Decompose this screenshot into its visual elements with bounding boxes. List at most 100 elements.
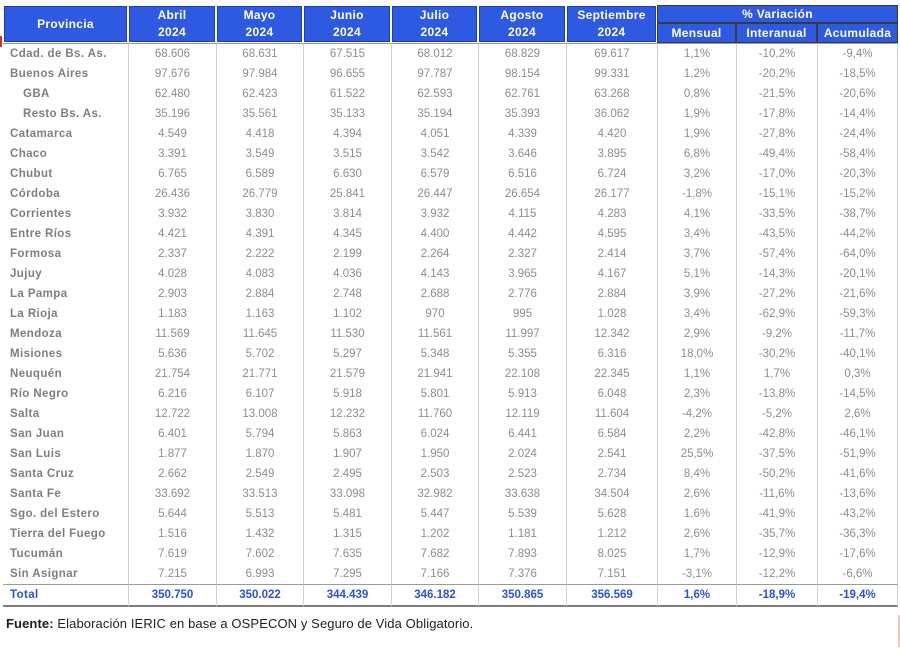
month-value: 4.028	[128, 264, 216, 284]
month-value: 2.541	[566, 444, 657, 464]
source-note: Fuente: Elaboración IERIC en base a OSPE…	[6, 616, 900, 631]
month-value: 7.295	[303, 564, 391, 584]
month-value: 11.604	[566, 404, 657, 424]
variation-value: -20,1%	[817, 264, 899, 284]
month-value: 12.119	[478, 404, 566, 424]
month-value: 26.779	[216, 184, 303, 204]
month-value: 1.315	[303, 524, 391, 544]
month-value: 6.048	[566, 384, 657, 404]
table-row: San Juan 6.401 5.794 5.863 6.024 6.441 6.584 2,…	[3, 424, 899, 444]
variation-value: -9,2%	[736, 324, 817, 344]
month-value: 62.761	[478, 84, 566, 104]
month-value: 2.776	[478, 284, 566, 304]
month-value: 68.606	[128, 43, 216, 64]
variation-value: -40,1%	[817, 344, 899, 364]
month-value: 7.893	[478, 544, 566, 564]
month-value: 2.414	[566, 244, 657, 264]
month-value: 6.516	[478, 164, 566, 184]
month-value: 5.481	[303, 504, 391, 524]
month-value: 67.515	[303, 43, 391, 64]
variation-value: 3,2%	[657, 164, 736, 184]
row-label: Cdad. de Bs. As.	[3, 43, 128, 64]
variation-value: -11,7%	[817, 324, 899, 344]
month-value: 6.216	[128, 384, 216, 404]
row-label: Mendoza	[10, 328, 62, 340]
source-text: Elaboración IERIC en base a OSPECON y Se…	[53, 616, 474, 631]
month-value: 3.549	[216, 144, 303, 164]
month-value: 5.794	[216, 424, 303, 444]
month-value: 62.423	[216, 84, 303, 104]
row-label: Sin Asignar	[10, 568, 78, 580]
month-value: 7.166	[391, 564, 478, 584]
month-value: 97.787	[391, 64, 478, 84]
month-value: 68.631	[216, 43, 303, 64]
month-value: 97.984	[216, 64, 303, 84]
variation-value: -20,6%	[817, 84, 899, 104]
table-body: Cdad. de Bs. As. 68.606 68.631 67.515 68.012…	[3, 43, 899, 607]
month-value: 970	[391, 304, 478, 324]
month-value: 5.513	[216, 504, 303, 524]
variation-value: -6,6%	[817, 564, 899, 584]
month-value: 33.098	[303, 484, 391, 504]
month-value: 11.561	[391, 324, 478, 344]
col-header-acumulada: Acumulada	[817, 23, 899, 43]
variation-value: -51,9%	[817, 444, 899, 464]
month-value: 32.982	[391, 484, 478, 504]
month-value: 7.635	[303, 544, 391, 564]
provinces-employment-table: Provincia Abril 2024 Mayo 2024 Junio 202…	[3, 5, 899, 607]
row-label: Catamarca	[10, 128, 73, 140]
source-label: Fuente:	[6, 616, 54, 631]
month-value: 4.420	[566, 124, 657, 144]
variation-value: -24,4%	[817, 124, 899, 144]
row-label: La Rioja	[10, 308, 58, 320]
month-value: 3.515	[303, 144, 391, 164]
month-value: 33.692	[128, 484, 216, 504]
month-value: 2.884	[566, 284, 657, 304]
table-row: Córdoba 26.436 26.779 25.841 26.447 26.654 26.…	[3, 184, 899, 204]
month-value: 350.750	[128, 584, 216, 607]
table-row: Formosa 2.337 2.222 2.199 2.264 2.327 2.414 3,7…	[3, 244, 899, 264]
variation-value: -17,8%	[736, 104, 817, 124]
screen-edge-artifact-left	[0, 36, 2, 47]
month-value: 7.215	[128, 564, 216, 584]
month-value: 4.442	[478, 224, 566, 244]
header-row-2: Mensual Interanual Acumulada	[3, 23, 899, 43]
month-value: 1.432	[216, 524, 303, 544]
row-label: Río Negro	[10, 388, 69, 400]
variation-value: 0,3%	[817, 364, 899, 384]
month-value: 1.102	[303, 304, 391, 324]
month-value: 21.754	[128, 364, 216, 384]
month-value: 11.530	[303, 324, 391, 344]
table-header: Provincia Abril 2024 Mayo 2024 Junio 202…	[3, 5, 899, 43]
table-row: Cdad. de Bs. As. 68.606 68.631 67.515 68.012…	[3, 43, 899, 64]
month-value: 1.877	[128, 444, 216, 464]
variation-value: 2,6%	[657, 484, 736, 504]
month-value: 4.083	[216, 264, 303, 284]
row-label: Salta	[10, 408, 40, 420]
month-value: 2.222	[216, 244, 303, 264]
month-name: Julio	[419, 8, 450, 22]
table-row: Corrientes 3.932 3.830 3.814 3.932 4.115 4.283…	[3, 204, 899, 224]
month-value: 35.561	[216, 104, 303, 124]
month-value: 5.702	[216, 344, 303, 364]
month-value: 5.801	[391, 384, 478, 404]
col-header-mensual: Mensual	[657, 23, 736, 43]
month-value: 1.950	[391, 444, 478, 464]
month-value: 69.617	[566, 43, 657, 64]
month-value: 2.503	[391, 464, 478, 484]
month-value: 3.895	[566, 144, 657, 164]
month-value: 1.202	[391, 524, 478, 544]
variation-value: -15,2%	[817, 184, 899, 204]
month-value: 3.542	[391, 144, 478, 164]
variation-value: 25,5%	[657, 444, 736, 464]
month-value: 5.644	[128, 504, 216, 524]
variation-value: -21,5%	[736, 84, 817, 104]
row-label: Misiones	[10, 348, 63, 360]
table-row: Mendoza 11.569 11.645 11.530 11.561 11.997 12.…	[3, 324, 899, 344]
month-value: 3.814	[303, 204, 391, 224]
variation-value: 1,9%	[657, 124, 736, 144]
variation-value: -49,4%	[736, 144, 817, 164]
variation-value: -19,4%	[817, 584, 899, 607]
month-value: 4.143	[391, 264, 478, 284]
variation-value: -57,4%	[736, 244, 817, 264]
